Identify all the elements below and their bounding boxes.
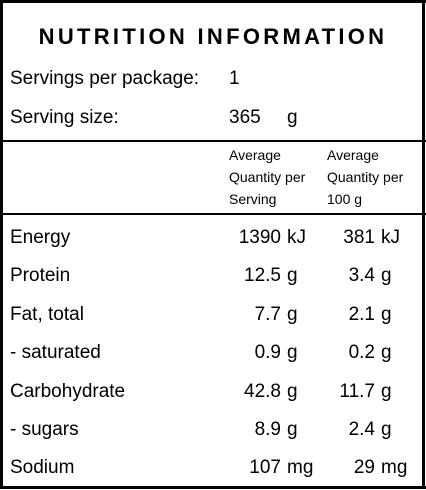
row-label-sugars: - sugars: [10, 419, 79, 440]
header-per-serving-line-2: Quantity per: [229, 169, 306, 185]
row-serving-protein: 12.5: [244, 265, 281, 286]
row-label-protein: Protein: [10, 265, 71, 286]
header-per-serving-line-1: Average: [229, 147, 281, 163]
row-serving-energy: 1390: [238, 227, 281, 248]
row-serving-unit-carbohydrate: g: [287, 381, 298, 402]
row-per100-unit-energy: kJ: [381, 227, 400, 248]
row-serving-unit-sodium: mg: [287, 457, 314, 478]
row-serving-saturated: 0.9: [254, 342, 281, 363]
row-per100-sodium: 29: [353, 457, 375, 478]
header-per-serving: Average Quantity per Serving: [229, 144, 305, 210]
row-label-fat-total: Fat, total: [10, 304, 84, 325]
row-per100-saturated: 0.2: [348, 342, 375, 363]
header-per-100g: Average Quantity per 100 g: [327, 144, 403, 210]
servings-value: 1: [229, 68, 240, 89]
row-per100-unit-sugars: g: [381, 419, 392, 440]
panel-border-right: [422, 0, 425, 489]
row-per100-unit-carbohydrate: g: [381, 381, 392, 402]
row-serving-unit-sugars: g: [287, 419, 298, 440]
header-per-100g-line-2: Quantity per: [327, 169, 404, 185]
row-serving-unit-saturated: g: [287, 342, 298, 363]
row-serving-carbohydrate: 42.8: [244, 381, 281, 402]
row-serving-unit-protein: g: [287, 265, 298, 286]
row-per100-unit-saturated: g: [381, 342, 392, 363]
row-serving-fat-total: 7.7: [254, 304, 281, 325]
row-per100-sugars: 2.4: [348, 419, 375, 440]
row-serving-unit-energy: kJ: [287, 227, 306, 248]
row-per100-unit-protein: g: [381, 265, 392, 286]
row-per100-protein: 3.4: [348, 265, 375, 286]
divider-header: [0, 213, 426, 215]
panel-border-top: [0, 0, 426, 3]
row-serving-sodium: 107: [249, 457, 281, 478]
row-per100-carbohydrate: 11.7: [339, 381, 375, 402]
serving-size-label: Serving size:: [10, 107, 119, 128]
serving-size-value: 365: [229, 107, 261, 128]
row-per100-unit-sodium: mg: [381, 457, 408, 478]
row-serving-sugars: 8.9: [254, 419, 281, 440]
row-serving-unit-fat-total: g: [287, 304, 298, 325]
header-per-100g-line-1: Average: [327, 147, 379, 163]
divider-top: [0, 140, 426, 142]
row-label-sodium: Sodium: [10, 457, 75, 478]
row-label-energy: Energy: [10, 227, 71, 248]
header-per-serving-line-3: Serving: [229, 191, 277, 207]
header-per-100g-line-3: 100 g: [327, 191, 363, 207]
row-per100-unit-fat-total: g: [381, 304, 392, 325]
panel-title: NUTRITION INFORMATION: [38, 24, 388, 49]
row-per100-fat-total: 2.1: [348, 304, 375, 325]
serving-size-unit: g: [287, 107, 298, 128]
row-per100-energy: 381: [343, 227, 375, 248]
panel-border-left: [0, 0, 3, 489]
row-label-saturated: - saturated: [10, 342, 101, 363]
row-label-carbohydrate: Carbohydrate: [10, 381, 126, 402]
servings-label: Servings per package:: [10, 68, 200, 89]
panel-border-bottom: [0, 486, 426, 489]
